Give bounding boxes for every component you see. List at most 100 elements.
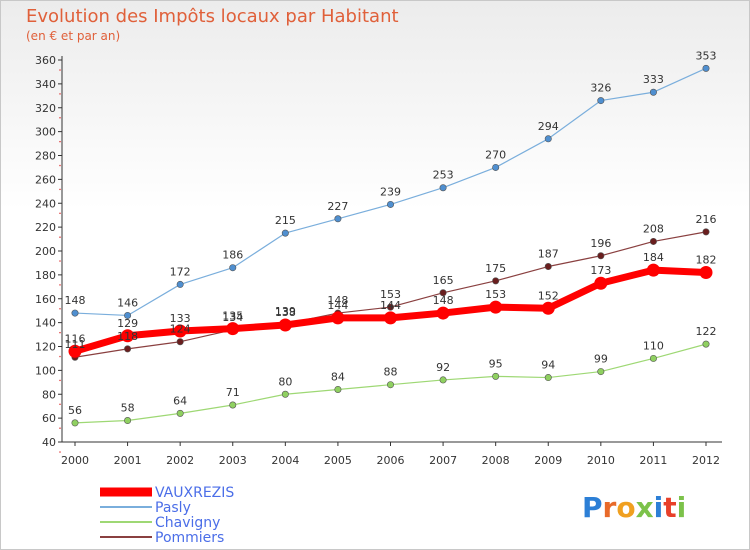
y-tick-label: 260 [35,173,56,186]
data-point [436,306,450,320]
x-tick-label: 2006 [377,454,405,467]
data-label: 239 [380,185,401,198]
data-point [281,229,289,237]
data-label: 95 [489,357,503,370]
x-tick-label: 2010 [587,454,615,467]
data-point [68,344,82,358]
data-point [492,163,500,171]
legend-label: Pasly [155,500,191,516]
chart-title: Evolution des Impôts locaux par Habitant [26,6,399,27]
data-label: 94 [541,359,555,372]
data-point [124,311,132,319]
data-label: 353 [696,49,717,62]
data-point [597,368,605,376]
data-point [331,311,345,325]
data-label: 148 [327,294,348,307]
y-tick-label: 320 [35,102,56,115]
data-point [71,309,79,317]
y-tick-label: 200 [35,245,56,258]
data-label: 58 [121,402,135,415]
data-label: 71 [226,386,240,399]
data-label: 333 [643,73,664,86]
series-lines [68,64,713,427]
logo-text: Proxiti [582,491,686,524]
data-label: 196 [590,237,611,250]
data-label: 152 [538,289,559,302]
y-minor-dot [59,188,61,191]
data-label: 294 [538,120,559,133]
y-minor-dot [59,284,61,286]
data-label: 173 [590,264,611,277]
data-point [649,354,657,362]
logo-letter: r [603,491,617,524]
data-label: 99 [594,353,608,366]
y-tick-label: 160 [35,293,56,306]
x-tick-label: 2012 [692,454,720,467]
logo-letter: t [663,491,676,524]
y-minor-dot [59,212,61,215]
y-tick-label: 240 [35,197,56,210]
data-label: 270 [485,148,506,161]
data-label: 64 [173,394,187,407]
data-labels: 56 58 64 71 80 84 88 92 95 94 99 110 122 148 146 172 186… [65,49,717,417]
data-label: 153 [485,288,506,301]
y-minor-dot [59,69,61,71]
legend-label: Chavigny [155,515,220,531]
data-label: 92 [436,361,450,374]
data-point [386,200,394,208]
data-label: 253 [433,169,454,182]
y-minor-dot [59,236,61,238]
data-label: 208 [643,222,664,235]
data-point [334,385,342,393]
y-minor-dot [59,116,61,119]
data-label: 148 [433,294,454,307]
x-tick-label: 2003 [219,454,247,467]
data-label: 135 [222,310,243,323]
data-label: 118 [117,330,138,343]
data-label: 139 [275,305,296,318]
data-point [334,215,342,223]
y-minor-dot [59,164,61,167]
y-tick-label: 100 [35,364,56,377]
logo-letter: i [677,491,687,524]
x-tick-label: 2011 [639,454,667,467]
data-point [649,237,657,245]
data-point [439,289,447,297]
data-label: 144 [327,299,348,312]
data-point [597,97,605,105]
data-label: 111 [65,338,86,351]
data-point [386,303,394,311]
data-label: 133 [170,312,191,325]
data-label: 148 [65,294,86,307]
legend-label: Pommiers [155,530,224,546]
y-tick-label: 340 [35,78,56,91]
proxiti-logo: Proxiti [582,491,686,524]
y-tick-label: 40 [42,436,56,449]
data-point [492,372,500,380]
y-tick-label: 140 [35,317,56,330]
data-label: 215 [275,214,296,227]
y-minor-dot [59,331,61,334]
y-tick-label: 360 [35,54,56,67]
data-point [699,265,713,279]
data-point [544,263,552,271]
series-chavigny [71,340,710,427]
data-label: 138 [275,306,296,319]
data-label: 110 [643,339,664,352]
legend-label: VAUXREZIS [155,485,234,501]
y-minor-dot [59,403,61,406]
y-tick-label: 80 [42,388,56,401]
data-point [229,401,237,409]
data-label: 153 [380,288,401,301]
data-point [121,329,135,343]
data-label: 88 [384,366,398,379]
data-point [384,311,397,325]
data-label: 227 [327,200,348,213]
data-point [702,64,710,72]
data-point [649,88,657,96]
data-point [386,381,394,389]
data-point [544,135,552,143]
data-point [71,419,79,427]
data-label: 146 [117,296,138,309]
